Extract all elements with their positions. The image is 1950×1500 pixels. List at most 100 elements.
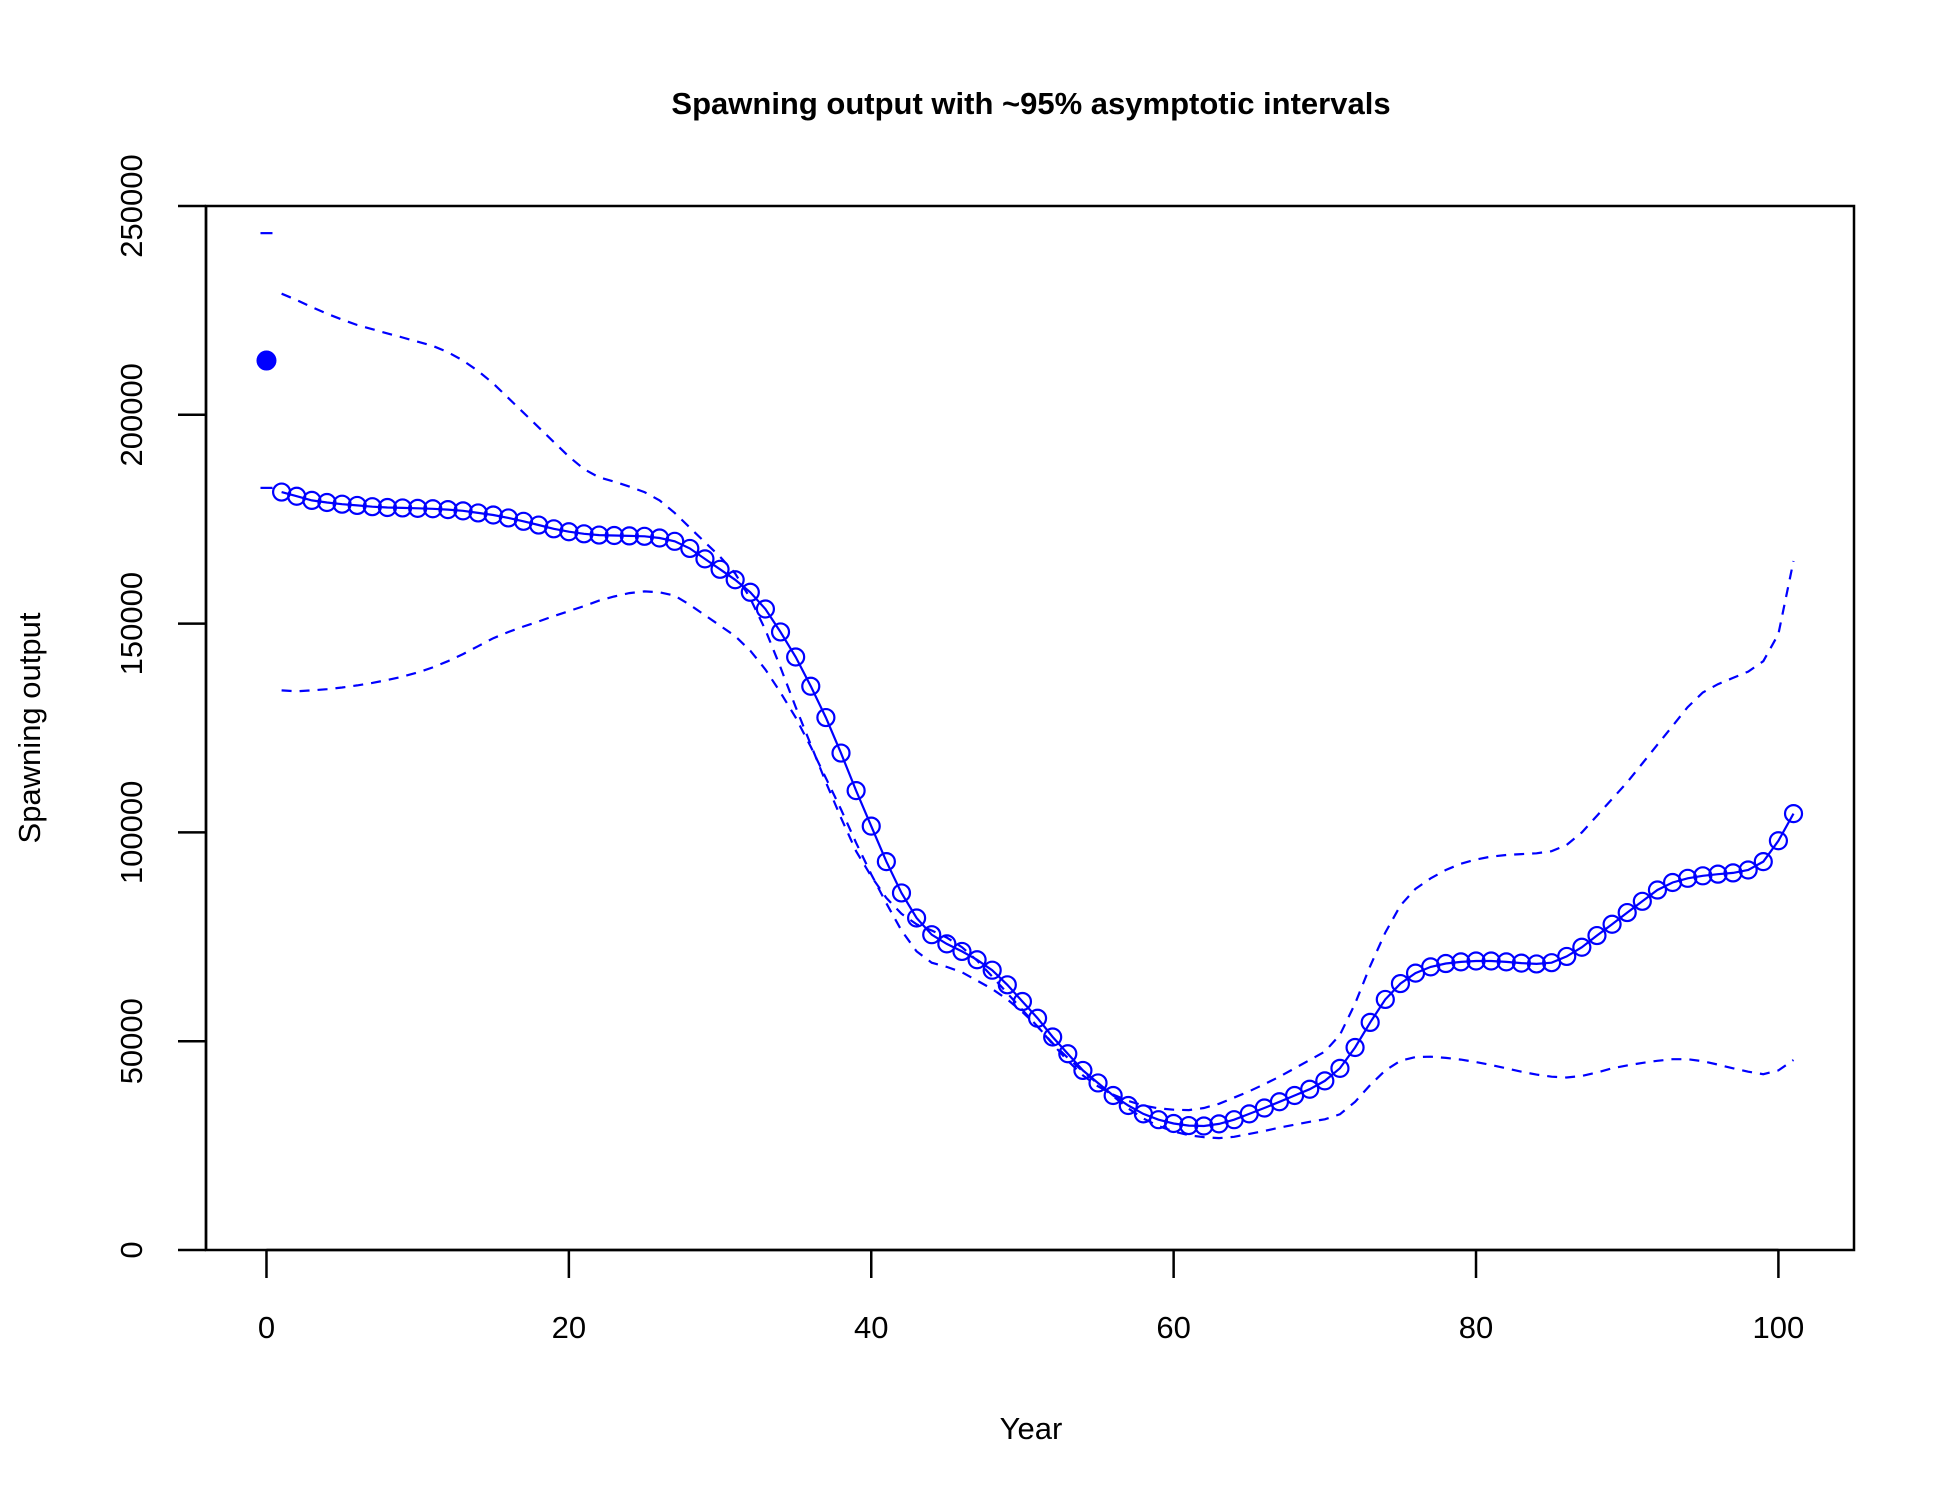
estimate-point: [1526, 954, 1547, 974]
x-tick-label: 80: [1459, 1310, 1493, 1345]
estimate-point: [1315, 1071, 1335, 1091]
y-axis-label: Spawning output: [12, 612, 47, 843]
estimate-point: [1058, 1044, 1078, 1064]
x-tick-label: 0: [258, 1310, 275, 1345]
y-tick-label: 150000: [114, 572, 149, 675]
estimate-point: [1436, 953, 1456, 974]
estimate-point: [922, 925, 942, 945]
y-tick-label: 0: [114, 1241, 149, 1258]
estimate-point: [362, 497, 382, 517]
estimate-point: [649, 528, 670, 548]
estimate-point: [1678, 868, 1698, 888]
estimate-point: [1027, 1008, 1048, 1028]
estimate-point: [1300, 1079, 1320, 1099]
estimate-point: [1360, 1012, 1380, 1033]
estimate-point: [1587, 925, 1607, 946]
estimate-point: [1557, 946, 1577, 967]
estimate-point: [408, 498, 428, 518]
estimate-point: [1632, 891, 1652, 911]
estimate-point: [967, 950, 987, 970]
estimate-point: [740, 582, 760, 602]
estimate-point: [377, 497, 398, 518]
estimate-point: [1753, 852, 1773, 872]
lower-interval-line: [281, 590, 1795, 1140]
estimate-point: [1481, 951, 1501, 971]
estimate-point: [1496, 952, 1516, 972]
estimate-point: [1693, 866, 1713, 886]
x-axis-label: Year: [1000, 1411, 1063, 1446]
estimate-point: [1783, 804, 1804, 824]
estimate-point: [786, 647, 806, 667]
estimate-point: [468, 503, 488, 523]
x-tick-label: 40: [854, 1310, 888, 1345]
estimate-point: [1118, 1095, 1138, 1116]
estimate-point: [1103, 1085, 1123, 1106]
upper-interval-line: [281, 292, 1795, 1112]
estimate-point: [1768, 831, 1789, 851]
estimate-point: [907, 908, 927, 928]
estimate-point: [861, 816, 881, 836]
estimate-point: [1345, 1037, 1365, 1058]
estimate-point: [997, 975, 1017, 995]
estimate-point: [801, 676, 821, 696]
estimate-point: [710, 559, 730, 579]
y-tick-label: 100000: [114, 781, 149, 884]
estimate-point: [544, 519, 564, 539]
y-axis: 0 50000 100000 150000 200000 250000: [114, 154, 208, 1259]
plot-frame: [204, 204, 1856, 1252]
estimate-point: [604, 525, 624, 546]
estimate-point: [1390, 973, 1411, 994]
estimate-point: [453, 501, 473, 521]
x-axis: 0 20 40 60 80 100: [258, 1248, 1805, 1345]
estimate-point: [559, 522, 579, 542]
estimate-point: [498, 508, 518, 528]
chart-title: Spawning output with ~95% asymptotic int…: [671, 86, 1390, 121]
estimate-point: [1511, 953, 1531, 973]
estimate-point: [1602, 914, 1622, 934]
estimate-point: [483, 505, 503, 525]
estimate-point: [952, 941, 972, 962]
estimate-point: [574, 524, 594, 544]
virgin-point: [256, 350, 277, 371]
estimate-point: [1164, 1113, 1184, 1134]
estimate-point: [755, 599, 776, 619]
x-tick-label: 100: [1753, 1310, 1805, 1345]
estimate-point: [982, 960, 1002, 980]
estimate-point: [1572, 937, 1592, 957]
estimate-point: [1194, 1116, 1214, 1136]
estimate-point: [665, 531, 685, 551]
estimate-point: [1647, 880, 1668, 900]
estimate-point: [1073, 1060, 1093, 1081]
x-tick-label: 20: [552, 1310, 586, 1345]
estimate-point: [1708, 864, 1728, 884]
y-tick-label: 50000: [114, 998, 149, 1084]
estimate-point: [438, 499, 458, 520]
estimate-point: [1451, 952, 1471, 972]
estimate-point: [317, 492, 337, 513]
estimate-point: [816, 707, 836, 728]
estimate-point: [619, 526, 639, 546]
estimate-point: [846, 781, 866, 801]
estimate-point: [937, 934, 957, 954]
estimate-point: [1617, 902, 1637, 923]
estimate-point: [680, 538, 700, 559]
estimate-point: [347, 495, 367, 516]
estimate-line: [281, 491, 1795, 1128]
estimate-point: [332, 494, 352, 514]
estimate-point: [634, 526, 655, 546]
estimate-point: [770, 622, 791, 642]
estimate-point: [1466, 951, 1486, 971]
estimate-point: [423, 499, 443, 519]
estimate-point: [695, 549, 715, 569]
estimate-point: [876, 852, 896, 872]
estimate-point: [1043, 1027, 1063, 1047]
x-tick-label: 60: [1156, 1310, 1190, 1345]
estimate-point: [891, 883, 912, 903]
estimate-point: [302, 490, 322, 511]
estimate-point: [392, 498, 413, 518]
estimate-point: [1012, 991, 1033, 1012]
y-tick-label: 200000: [114, 363, 149, 466]
series-group: [256, 232, 1804, 1140]
estimate-point: [1088, 1073, 1108, 1093]
